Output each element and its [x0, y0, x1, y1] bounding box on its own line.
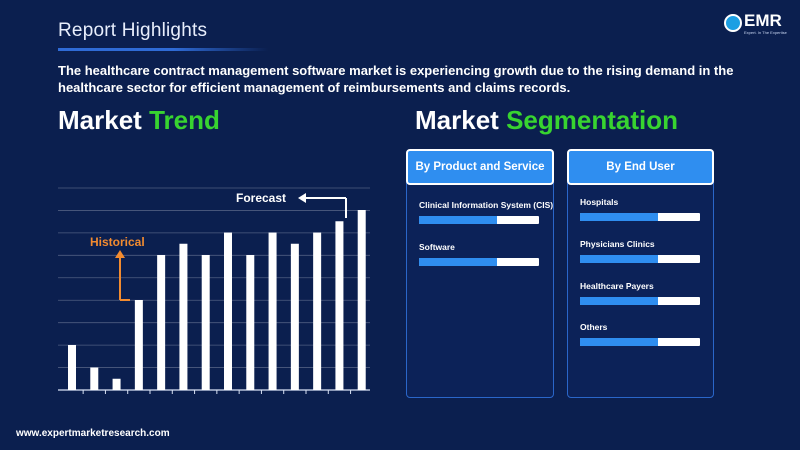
- chart-bar: [246, 255, 255, 390]
- panel-by-product-header: By Product and Service: [406, 149, 554, 185]
- segment-item: Clinical Information System (CIS): [419, 200, 554, 224]
- segment-label: Healthcare Payers: [580, 281, 654, 291]
- segment-bar: [580, 213, 700, 221]
- market-trend-title-green: Trend: [149, 105, 220, 135]
- report-summary: The healthcare contract management softw…: [58, 63, 734, 95]
- segment-item: Hospitals: [580, 197, 700, 221]
- segment-bar-fill: [419, 258, 497, 266]
- footer-url-link[interactable]: www.expertmarketresearch.com: [16, 428, 170, 439]
- chart-bar: [268, 232, 277, 390]
- historical-arrow-head-icon: [115, 250, 125, 258]
- panel-by-end-user: By End User Hospitals Physicians Clinics…: [567, 149, 714, 398]
- market-trend-title: Market Trend: [58, 105, 220, 136]
- forecast-arrow-head-icon: [298, 193, 306, 203]
- chart-bar: [201, 255, 210, 390]
- segment-label: Others: [580, 322, 608, 332]
- chart-bars: [68, 210, 366, 394]
- chart-bar: [90, 367, 99, 390]
- chart-bar: [112, 378, 121, 390]
- segment-bar-fill: [580, 297, 658, 305]
- chart-bar: [68, 345, 76, 390]
- segment-bar: [419, 216, 539, 224]
- segment-item: Physicians Clinics: [580, 239, 700, 263]
- segment-bar-fill: [580, 255, 658, 263]
- market-trend-chart: Historical Forecast: [58, 187, 370, 394]
- chart-bar: [134, 300, 143, 390]
- emr-logo: EMR Expert. In The Expertise: [724, 10, 794, 36]
- panel-by-product-and-service: By Product and Service Clinical Informat…: [406, 149, 554, 398]
- segment-item: Others: [580, 322, 700, 346]
- forecast-label: Forecast: [236, 191, 286, 205]
- segment-bar-fill: [580, 338, 658, 346]
- chart-annotations: Historical Forecast: [90, 191, 347, 301]
- market-segmentation-title-green: Segmentation: [506, 105, 678, 135]
- chart-bar: [179, 243, 188, 390]
- segment-bar: [419, 258, 539, 266]
- segment-bar-fill: [419, 216, 497, 224]
- segment-bar: [580, 297, 700, 305]
- market-segmentation-title-white: Market: [415, 105, 499, 135]
- logo-text: EMR: [744, 11, 782, 30]
- segment-label: Clinical Information System (CIS): [419, 200, 554, 210]
- segment-label: Hospitals: [580, 197, 619, 207]
- segment-item: Healthcare Payers: [580, 281, 700, 305]
- chart-grid: [58, 187, 370, 391]
- logo-mark-icon: [724, 14, 742, 32]
- chart-bar: [357, 210, 366, 390]
- segment-label: Software: [419, 242, 455, 252]
- segment-bar: [580, 255, 700, 263]
- chart-bar: [335, 221, 344, 390]
- chart-bar: [224, 232, 232, 390]
- segment-bar: [580, 338, 700, 346]
- logo-tagline: Expert. In The Expertise: [744, 30, 787, 35]
- segment-bar-fill: [580, 213, 658, 221]
- historical-label: Historical: [90, 235, 145, 249]
- segment-label: Physicians Clinics: [580, 239, 655, 249]
- market-segmentation-title: Market Segmentation: [415, 105, 678, 136]
- chart-bar: [157, 255, 166, 390]
- market-trend-title-white: Market: [58, 105, 142, 135]
- chart-bar: [313, 232, 322, 390]
- panel-by-end-user-header: By End User: [567, 149, 714, 185]
- title-underline: [58, 48, 268, 51]
- segment-item: Software: [419, 242, 539, 266]
- chart-bar: [290, 243, 299, 390]
- report-title: Report Highlights: [58, 20, 208, 41]
